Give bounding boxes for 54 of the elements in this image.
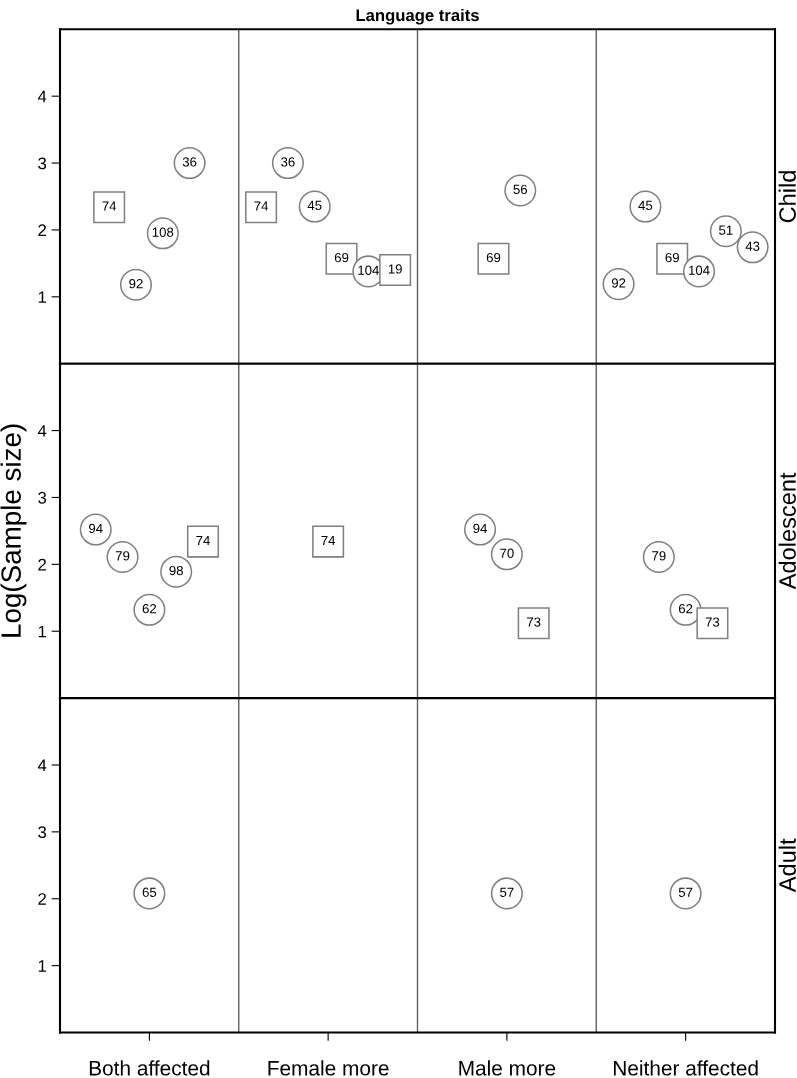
y-tick-label: 3 xyxy=(38,491,47,504)
y-tick-label: 2 xyxy=(38,558,46,571)
series-label: 73 xyxy=(527,617,541,627)
text: Child xyxy=(778,171,796,223)
series-label: 51 xyxy=(719,225,733,235)
y-axis-title: Log(Sample size) xyxy=(0,424,27,637)
text: 74 xyxy=(102,201,117,211)
text: 73 xyxy=(705,617,720,627)
text: 36 xyxy=(182,157,197,167)
series-label: 79 xyxy=(115,551,130,561)
y-tick-label: 3 xyxy=(38,157,47,170)
series-label: 98 xyxy=(169,565,183,576)
series-label: 74 xyxy=(321,535,336,546)
series-label: 70 xyxy=(500,548,514,558)
series-label: 56 xyxy=(513,184,528,195)
series-label: 62 xyxy=(142,604,157,614)
series-label: 45 xyxy=(307,200,322,211)
y-tick-label: 3 xyxy=(38,826,47,839)
y-tick-label: 2 xyxy=(38,893,46,905)
series-label: 69 xyxy=(334,252,349,263)
series-label: 94 xyxy=(89,523,103,534)
text: 62 xyxy=(678,604,693,614)
y-tick-label: 4 xyxy=(37,90,47,103)
chart-title: Language traits xyxy=(356,8,479,25)
series-label: 36 xyxy=(281,157,295,167)
text: Adult xyxy=(778,838,796,893)
text: 94 xyxy=(473,523,488,534)
y-tick-label: 4 xyxy=(37,759,47,772)
series-label: 43 xyxy=(745,241,760,251)
y-tick-label: 1 xyxy=(38,625,46,638)
text: 79 xyxy=(652,551,666,561)
series-label: 108 xyxy=(152,227,174,237)
x-tick-label: Male more xyxy=(459,1060,556,1076)
series-label: 19 xyxy=(388,264,402,274)
series-label: 92 xyxy=(611,278,626,288)
text: 74 xyxy=(196,535,210,546)
y-tick-label: 1 xyxy=(38,960,46,972)
series-label: 104 xyxy=(358,265,379,275)
x-tick-label: Both affected xyxy=(89,1060,210,1076)
x-tick-label: Female more xyxy=(268,1060,389,1076)
text: 57 xyxy=(678,887,693,897)
text: 69 xyxy=(665,252,679,263)
text: Adolescent xyxy=(778,472,796,590)
series-label: 65 xyxy=(142,887,157,897)
text: 45 xyxy=(638,200,653,211)
x-tick-label: Neither affected xyxy=(613,1060,758,1076)
text: 92 xyxy=(129,278,143,289)
y-tick-label: 1 xyxy=(38,291,46,303)
text: 69 xyxy=(486,252,501,263)
y-tick-label: 4 xyxy=(37,425,47,437)
text: 104 xyxy=(689,265,710,275)
series-label: 74 xyxy=(254,201,269,211)
series-label: 57 xyxy=(500,887,514,897)
y-tick-label: 2 xyxy=(38,224,46,236)
